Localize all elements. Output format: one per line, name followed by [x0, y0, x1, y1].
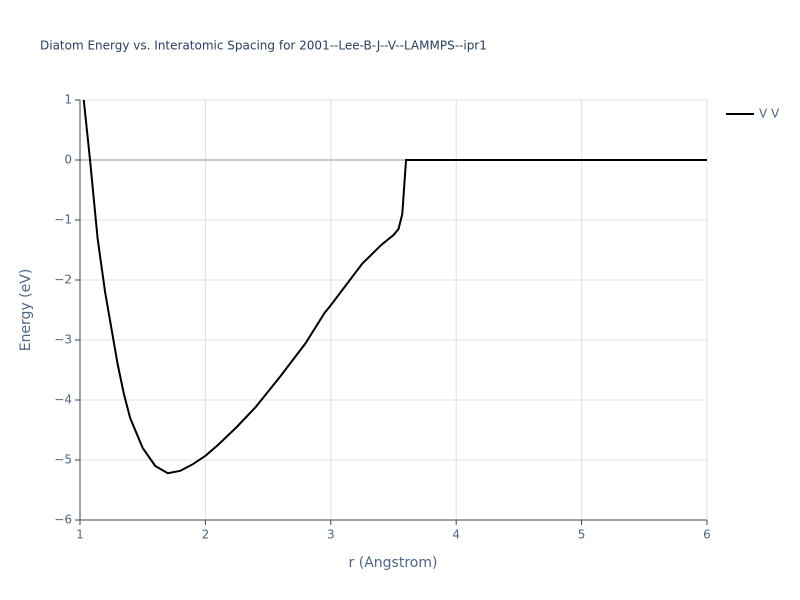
y-axis-title: Energy (eV) [18, 269, 34, 352]
x-tick-label: 1 [76, 528, 84, 542]
y-tick-label: −4 [54, 393, 72, 407]
x-tick-label: 6 [703, 528, 711, 542]
x-tick-label: 3 [327, 528, 335, 542]
legend-label: V V [759, 107, 780, 121]
y-tick-label: −1 [54, 213, 72, 227]
x-axis-title: r (Angstrom) [349, 555, 438, 571]
y-tick-label: −3 [54, 333, 72, 347]
data-line [82, 99, 707, 475]
y-tick-label: 1 [64, 93, 72, 107]
x-tick-label: 5 [578, 528, 586, 542]
y-tick-label: −5 [54, 453, 72, 467]
y-tick-label: 0 [64, 153, 72, 167]
y-tick-label: −2 [54, 273, 72, 287]
x-tick-label: 4 [452, 528, 460, 542]
x-tick-label: 2 [202, 528, 210, 542]
y-tick-label: −6 [54, 513, 72, 527]
chart-title: Diatom Energy vs. Interatomic Spacing fo… [40, 39, 487, 53]
